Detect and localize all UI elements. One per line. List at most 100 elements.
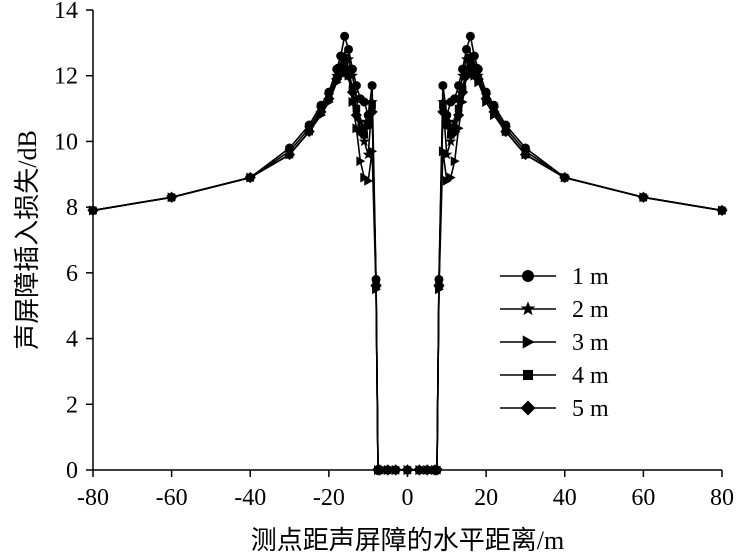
y-tick-label: 0: [66, 458, 78, 484]
data-point: [390, 464, 402, 476]
data-point: [439, 101, 447, 110]
data-point: [445, 135, 457, 147]
legend-marker: [522, 270, 534, 282]
data-point: [456, 86, 469, 98]
data-point: [449, 115, 461, 127]
data-point: [468, 60, 480, 71]
series-3: [89, 64, 727, 475]
data-point: [340, 58, 349, 67]
data-point: [348, 97, 358, 107]
x-tick-label: 0: [402, 485, 414, 511]
data-point: [356, 156, 366, 167]
legend-label: 2 m: [572, 297, 609, 323]
data-point: [413, 464, 425, 476]
data-point: [519, 148, 532, 161]
data-point: [441, 148, 453, 160]
data-point: [437, 106, 449, 118]
data-point: [166, 191, 178, 203]
y-tick-label: 2: [66, 392, 78, 418]
data-point: [283, 148, 296, 161]
legend-item: 5 m: [500, 396, 609, 422]
data-point: [244, 171, 256, 184]
data-point: [87, 204, 99, 217]
data-point: [354, 115, 366, 127]
axis-ticks: -80 -60 -40 -20 0 20 40 60 80 0 2 4 6 8 10 12 14: [54, 0, 734, 511]
data-point: [367, 81, 377, 91]
data-point: [359, 97, 369, 107]
data-point: [461, 44, 471, 54]
data-point: [421, 464, 433, 476]
data-point: [374, 464, 386, 476]
series-line: [92, 36, 723, 471]
x-tick-label: -80: [77, 485, 109, 511]
data-point: [454, 104, 463, 113]
x-tick-label: -60: [156, 485, 188, 511]
y-axis-title: 声屏障插入损失/dB: [13, 130, 42, 350]
x-axis-title: 测点距声屏障的水平距离/m: [251, 526, 564, 553]
data-point: [323, 93, 335, 105]
y-tick-label: 10: [54, 129, 78, 155]
data-point: [453, 109, 465, 121]
data-point: [460, 53, 473, 65]
data-point: [450, 156, 460, 167]
data-point: [716, 204, 728, 217]
legend-label: 1 m: [572, 264, 609, 290]
data-point: [340, 31, 350, 41]
y-tick-label: 8: [66, 195, 78, 221]
data-point: [446, 172, 456, 183]
series-5: [87, 63, 728, 476]
x-tick-label: 40: [553, 485, 577, 511]
legend-marker: [522, 335, 535, 349]
data-point: [352, 104, 361, 113]
data-point: [382, 464, 394, 476]
series-4: [89, 58, 726, 474]
legend-item: 2 m: [500, 297, 609, 323]
axes: [92, 10, 722, 471]
data-point: [466, 58, 475, 67]
data-point: [559, 171, 571, 184]
data-point: [438, 81, 448, 91]
legend-label: 4 m: [572, 363, 609, 389]
data-point: [364, 175, 374, 186]
data-point: [350, 92, 362, 104]
legend-item: 1 m: [500, 264, 609, 290]
data-point: [464, 50, 476, 61]
data-point: [342, 70, 355, 82]
legend-label: 3 m: [572, 330, 609, 356]
legend-item: 3 m: [500, 330, 609, 356]
x-tick-label: -20: [313, 485, 345, 511]
data-point: [488, 106, 500, 118]
data-point: [315, 106, 327, 118]
legend-label: 5 m: [572, 396, 609, 422]
data-point: [362, 116, 374, 128]
series-line: [92, 60, 723, 471]
legend-marker: [520, 301, 536, 316]
data-point: [342, 53, 355, 65]
series-1: [88, 31, 727, 475]
data-point: [500, 125, 512, 138]
legend-item: 4 m: [500, 363, 609, 389]
data-point: [480, 93, 492, 105]
data-point: [344, 44, 354, 54]
series-line: [92, 67, 723, 471]
data-point: [472, 73, 484, 85]
data-point: [449, 125, 461, 138]
x-tick-label: 20: [474, 485, 498, 511]
x-tick-label: 80: [710, 485, 734, 511]
data-point: [433, 280, 445, 292]
data-point: [370, 280, 382, 292]
data-point: [339, 50, 351, 61]
legend: 1 m 2 m 3 m 4 m 5 m: [500, 264, 609, 422]
data-point: [637, 191, 649, 203]
data-point: [358, 135, 370, 147]
y-tick-label: 6: [66, 261, 78, 287]
series-2: [87, 50, 728, 475]
data-point: [401, 464, 414, 476]
x-tick-label: 60: [631, 485, 655, 511]
data-point: [366, 106, 378, 118]
data-point: [366, 96, 378, 107]
data-point: [346, 86, 359, 98]
data-point: [437, 96, 449, 107]
y-tick-label: 14: [54, 0, 78, 24]
